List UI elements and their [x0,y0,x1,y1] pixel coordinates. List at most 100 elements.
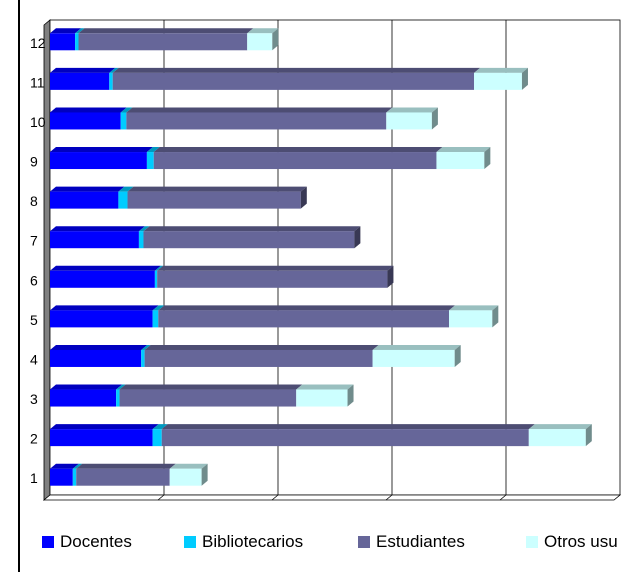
category-label: 4 [30,351,38,367]
bar-top-face [50,186,125,192]
bar-top-face [138,226,150,232]
bar-segment [158,310,450,328]
category-label: 1 [30,470,38,486]
legend-item-estudiantes: Estudiantes [358,532,465,552]
bar-top-face [119,384,303,390]
bar-top-face [50,67,116,73]
bar-top-face [158,305,456,311]
bar-end-face [521,67,528,90]
category-label: 5 [30,312,38,328]
bar-segment [386,112,432,130]
category-label: 7 [30,233,38,249]
bar-segment [146,152,154,170]
legend-item-otros: Otros usu [526,532,618,552]
bar-top-face [474,67,528,73]
bar-segment [50,231,139,249]
category-label: 12 [30,35,46,51]
legend-swatch-docentes [42,536,54,548]
bar-end-face [585,424,592,447]
bar-end-face [300,186,307,209]
bar-segment [143,231,355,249]
bar-segment [120,112,127,130]
gridline-floor [499,494,507,501]
bar-segment [72,468,77,486]
bar-end-face [484,147,491,170]
category-label: 8 [30,193,38,209]
bar-segment [119,389,297,407]
bar-segment [144,349,373,367]
legend-item-docentes: Docentes [42,532,132,552]
legend-label-estudiantes: Estudiantes [376,532,465,551]
bar-top-face [75,28,85,34]
plot-side-wall [43,19,51,501]
bar-top-face [436,147,491,153]
legend-label-bibliotecarios: Bibliotecarios [202,532,304,551]
bar-segment [50,429,153,447]
bar-end-face [272,28,279,51]
bar-top-face [157,265,394,271]
bar-top-face [126,107,393,113]
bar-segment [109,72,113,90]
bar-top-face [528,424,592,430]
bar-segment [247,33,273,51]
legend-label-otros: Otros usu [544,532,618,551]
bar-segment [138,231,144,249]
legend-item-bibliotecarios: Bibliotecarios [184,532,303,552]
plot-area [42,19,622,501]
bar-segment [50,33,76,51]
bar-end-face [201,463,208,486]
bar-top-face [116,384,126,390]
bar-segment [169,468,202,486]
bar-segment [50,72,110,90]
bar-segment [154,270,158,288]
gridline-floor [271,494,279,501]
bar-top-face [50,424,159,430]
bar-top-face [247,28,279,34]
category-label: 3 [30,391,38,407]
bar-end-face [387,265,394,288]
legend-swatch-bibliotecarios [184,536,196,548]
bar-end-face [347,384,354,407]
bar-segment [157,270,388,288]
bar-top-face [161,424,535,430]
bar-top-face [118,186,134,192]
bar-segment [296,389,348,407]
bar-top-face [372,344,461,350]
bar-segment [50,310,153,328]
bar-segment [118,191,128,209]
bar-top-face [143,226,361,232]
bar-segment [75,33,79,51]
bar-top-face [78,28,254,34]
bar-top-face [50,147,153,153]
bar-segment [50,112,121,130]
bar-end-face [454,344,461,367]
legend-swatch-otros [526,536,538,548]
bar-top-face [144,344,379,350]
bar-top-face [120,107,133,113]
bar-top-face [50,463,79,469]
bar-segment [372,349,455,367]
bar-top-face [76,463,176,469]
bar-segment [50,152,147,170]
plot-back-wall [49,19,621,496]
bar-top-face [50,226,145,232]
bar-top-face [50,344,148,350]
bar-segment [50,349,142,367]
category-label: 9 [30,154,38,170]
bar-top-face [50,305,159,311]
legend-label-docentes: Docentes [60,532,132,551]
bar-top-face [146,147,160,153]
bar-segment [127,191,301,209]
bar-segment [449,310,493,328]
bar-segment [436,152,485,170]
gridline-floor [385,494,393,501]
bar-segment [78,33,248,51]
bar-end-face [354,226,361,249]
bar-segment [116,389,120,407]
bar-segment [50,468,73,486]
bar-top-face [152,424,168,430]
bar-segment [141,349,145,367]
bar-end-face [492,305,499,328]
legend: Docentes Bibliotecarios Estudiantes Otro… [42,530,635,554]
